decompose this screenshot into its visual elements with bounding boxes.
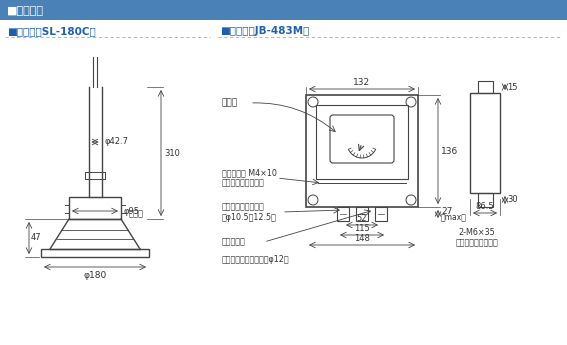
Text: 2-M6×35
十字穴付ナベ小ネジ: 2-M6×35 十字穴付ナベ小ネジ: [456, 228, 498, 247]
Text: 27: 27: [441, 207, 452, 217]
Bar: [356, 207, 368, 221]
Text: 30: 30: [507, 196, 518, 205]
Bar: [316, 105, 408, 179]
Text: 中空ケーブル導入口（φ12）: 中空ケーブル導入口（φ12）: [222, 255, 290, 264]
Text: 大気導入口: 大気導入口: [222, 237, 246, 246]
Text: 136: 136: [441, 147, 458, 156]
Text: 15: 15: [507, 82, 518, 91]
Bar: [375, 207, 387, 221]
Text: 310: 310: [164, 148, 180, 158]
Text: ■中継笱　JB-483M型: ■中継笱 JB-483M型: [220, 26, 310, 36]
Text: 47: 47: [31, 234, 41, 243]
Text: 指示計: 指示計: [222, 99, 238, 108]
Text: 52: 52: [357, 214, 367, 223]
Text: φ42.7: φ42.7: [104, 138, 129, 147]
Bar: [477, 193, 493, 207]
Bar: [477, 81, 493, 93]
Bar: [306, 95, 418, 207]
Text: 86.5: 86.5: [476, 202, 494, 211]
Bar: [337, 207, 349, 221]
Text: ■検出器　SL-180C型: ■検出器 SL-180C型: [7, 26, 96, 36]
Text: φ180: φ180: [83, 271, 107, 280]
Bar: [0, 0, 567, 20]
Text: ■機器構成: ■機器構成: [7, 6, 44, 16]
Text: 伝送ケーブル導入口
（φ10.5～12.5）: 伝送ケーブル導入口 （φ10.5～12.5）: [222, 202, 277, 222]
Text: 132: 132: [353, 78, 371, 87]
Text: 接地端子用 M4×10
十字穴付ナベ小ネジ: 接地端子用 M4×10 十字穴付ナベ小ネジ: [222, 168, 277, 188]
Text: ゼロ点: ゼロ点: [129, 209, 144, 218]
Bar: [470, 93, 500, 193]
Text: φ95: φ95: [124, 207, 140, 216]
Bar: [69, 197, 121, 219]
Bar: [41, 249, 149, 257]
Text: （max）: （max）: [441, 214, 467, 223]
Text: 148: 148: [354, 234, 370, 243]
Text: 115: 115: [354, 224, 370, 233]
